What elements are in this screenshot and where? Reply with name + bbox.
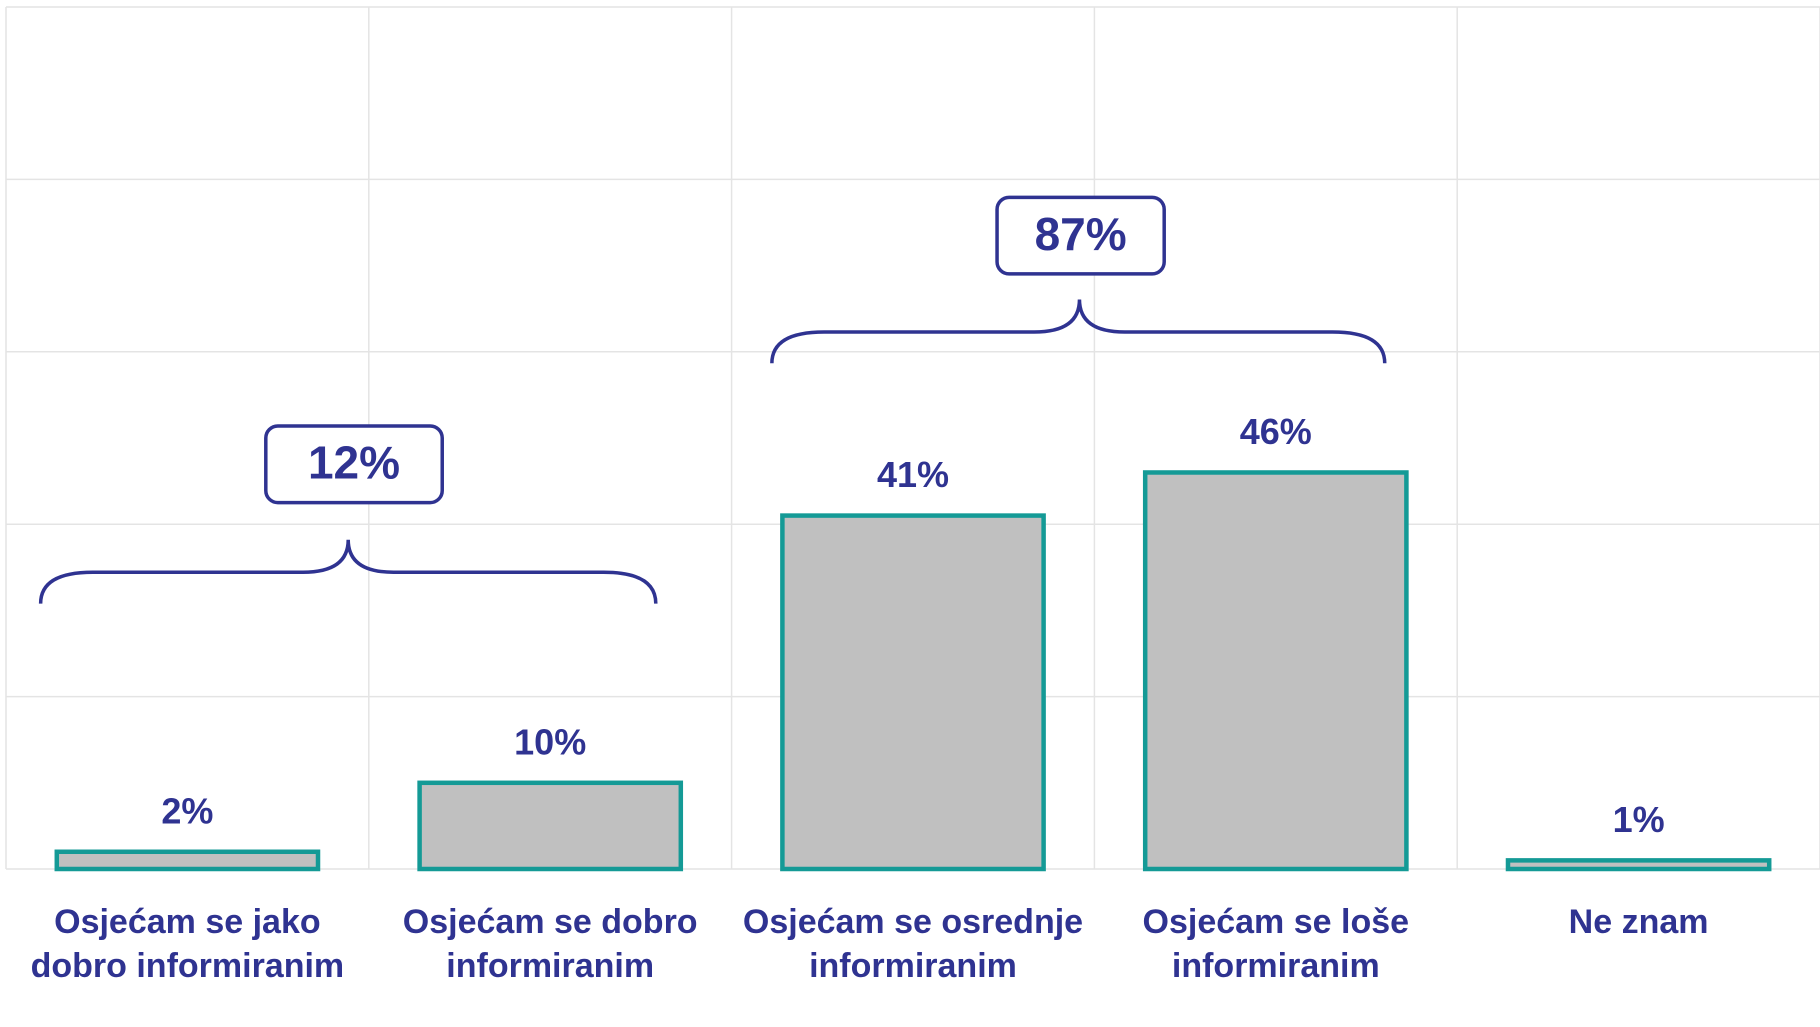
annotation-box	[995, 195, 1166, 276]
annotation-label: 87%	[1035, 208, 1127, 260]
x-tick-label: Osjećam se jako dobro informiranim	[30, 903, 345, 985]
value-label: 46%	[1240, 411, 1312, 452]
x-tick-label: Osjećam se osrednje informiranim	[742, 903, 1084, 985]
bar	[417, 780, 684, 872]
x-tick-label: Osjećam se dobro informiranim	[402, 903, 698, 985]
value-label: 2%	[161, 790, 213, 831]
value-label: 10%	[514, 721, 586, 762]
value-label: 41%	[877, 454, 949, 495]
group-bracket	[38, 539, 658, 604]
x-tick-label: Osjećam se loše informiranim	[1142, 903, 1410, 985]
bar	[1505, 858, 1772, 872]
bar	[780, 513, 1046, 872]
annotation-label: 12%	[308, 436, 400, 488]
annotation-box	[264, 424, 444, 505]
x-tick-label: Ne znam	[1568, 903, 1709, 941]
group-bracket	[770, 299, 1387, 364]
value-label: 1%	[1613, 799, 1665, 840]
bar	[54, 849, 321, 872]
bar	[1142, 470, 1409, 872]
